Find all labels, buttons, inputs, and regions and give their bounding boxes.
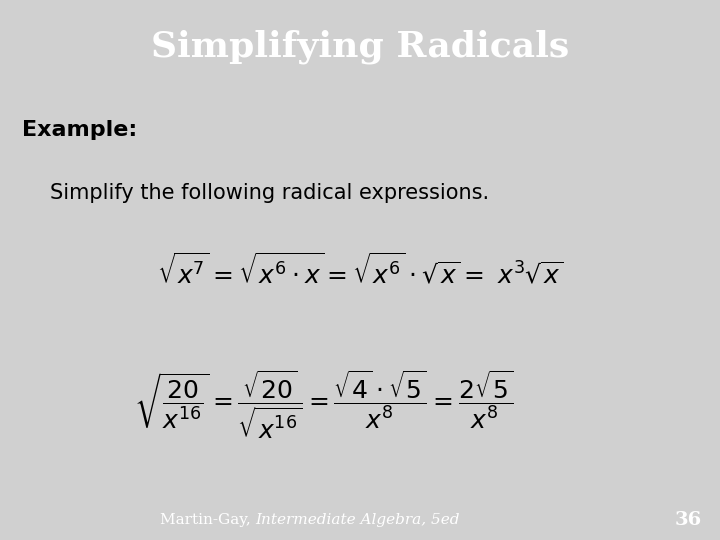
Text: Intermediate Algebra, 5ed: Intermediate Algebra, 5ed [256, 513, 460, 526]
Text: Martin-Gay,: Martin-Gay, [160, 513, 256, 526]
Text: $\sqrt{x^7} = \sqrt{x^6 \cdot x} = \sqrt{x^6} \cdot \sqrt{x} =\ x^3\sqrt{x}$: $\sqrt{x^7} = \sqrt{x^6 \cdot x} = \sqrt… [156, 252, 564, 288]
Text: $\sqrt{\dfrac{20}{x^{16}}} = \dfrac{\sqrt{20}}{\sqrt{x^{16}}} = \dfrac{\sqrt{4}\: $\sqrt{\dfrac{20}{x^{16}}} = \dfrac{\sqr… [135, 368, 513, 441]
Text: Example:: Example: [22, 120, 137, 140]
Text: Simplifying Radicals: Simplifying Radicals [151, 30, 569, 64]
Text: Simplify the following radical expressions.: Simplify the following radical expressio… [50, 183, 490, 203]
Text: 36: 36 [675, 511, 702, 529]
